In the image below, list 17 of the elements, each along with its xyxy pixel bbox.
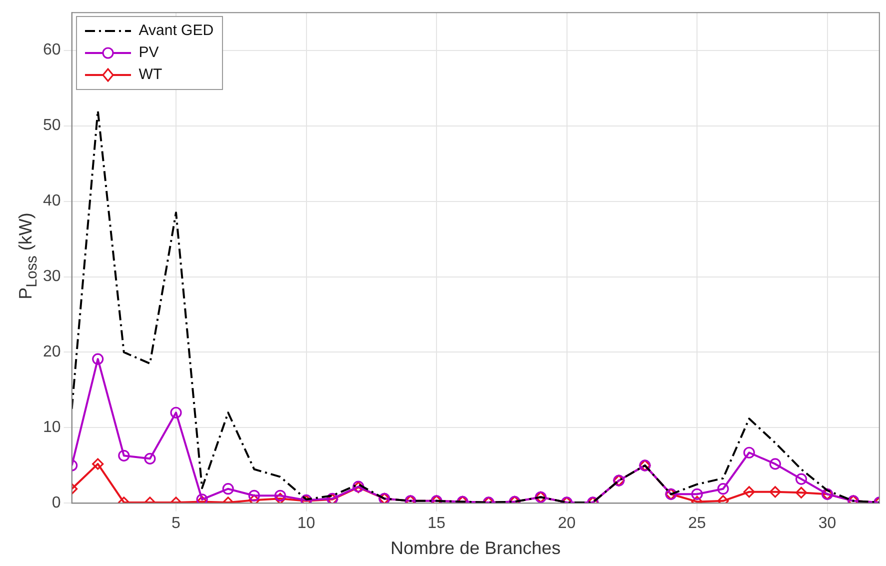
legend-label: PV (138, 44, 159, 62)
x-tick-label: 20 (558, 515, 576, 532)
x-tick-label: 25 (688, 515, 706, 532)
y-tick-label: 10 (43, 419, 61, 436)
x-tick-label: 15 (428, 515, 446, 532)
y-tick-label: 40 (43, 192, 61, 210)
legend-label: Avant GED (138, 22, 214, 40)
y-tick-label: 60 (43, 42, 61, 59)
x-tick-label: 10 (297, 515, 316, 532)
y-tick-label: 30 (43, 268, 61, 286)
x-tick-label: 5 (172, 515, 181, 532)
x-axis-title: Nombre de Branches (390, 538, 561, 558)
y-tick-label: 50 (43, 117, 61, 134)
y-tick-label: 20 (43, 344, 61, 361)
x-tick-label: 30 (818, 515, 836, 532)
y-tick-label: 0 (52, 494, 61, 512)
legend-label: WT (138, 66, 162, 84)
